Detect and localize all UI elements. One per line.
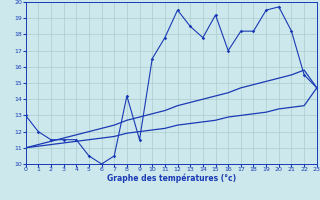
X-axis label: Graphe des températures (°c): Graphe des températures (°c)	[107, 174, 236, 183]
